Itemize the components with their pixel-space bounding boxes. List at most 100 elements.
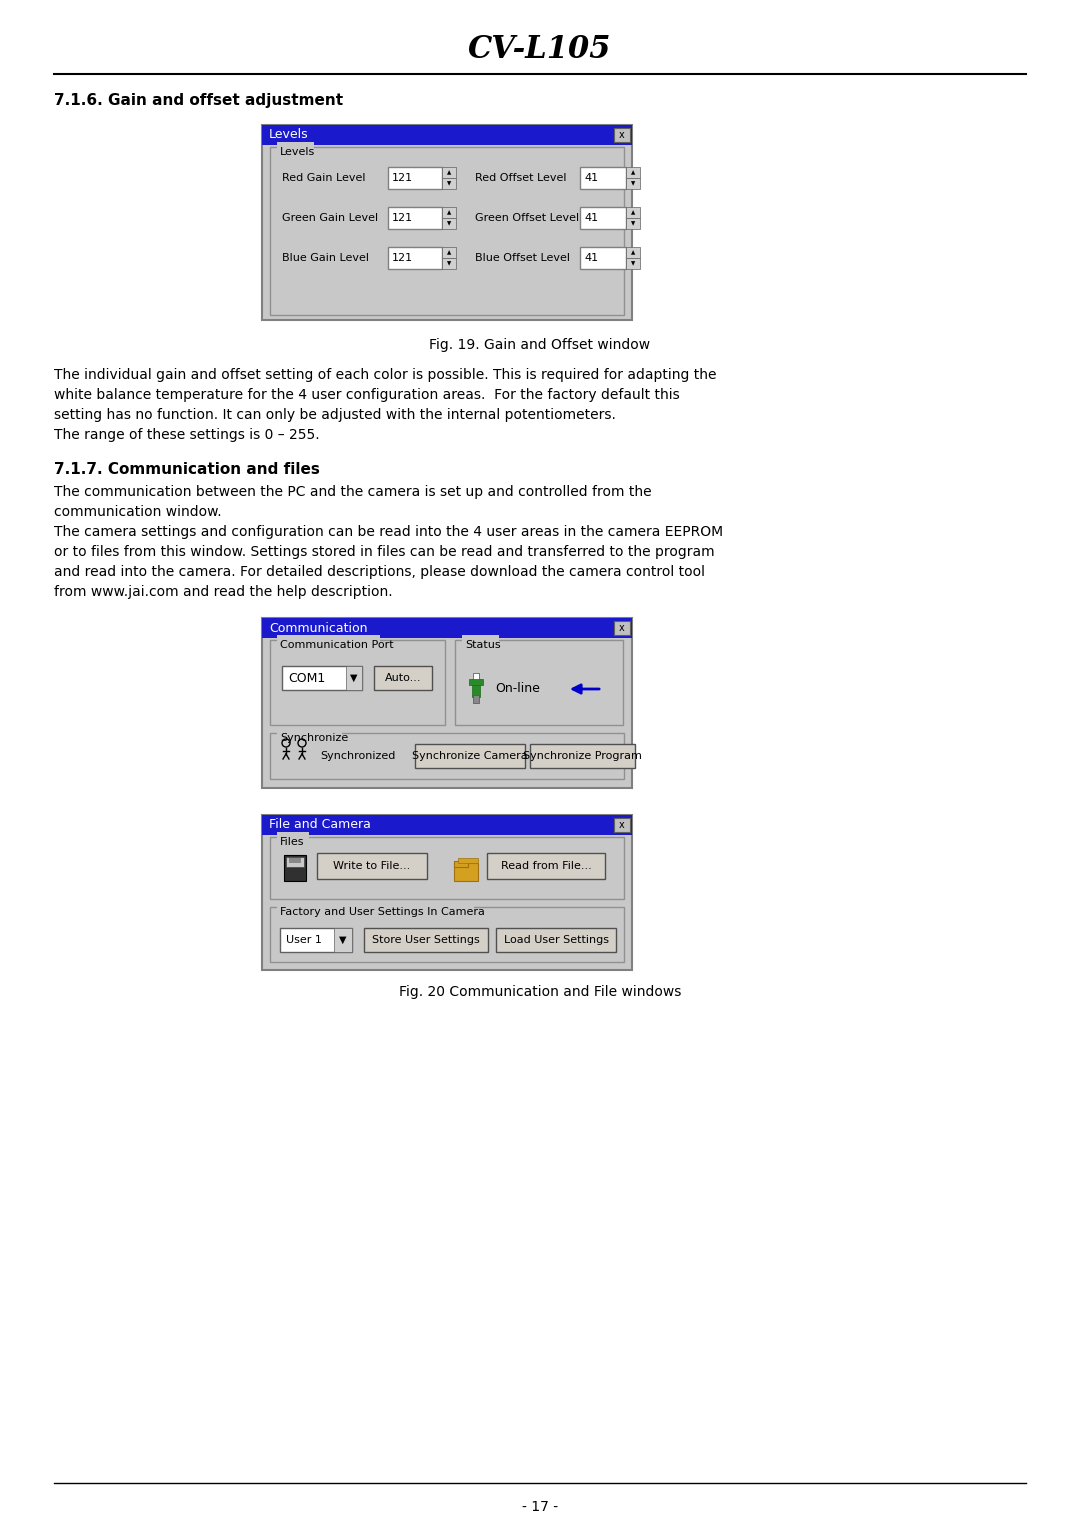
Text: ▲: ▲	[447, 211, 451, 215]
Bar	[289, 859, 301, 863]
Text: communication window.: communication window.	[54, 504, 221, 520]
Bar	[462, 636, 499, 643]
Bar	[364, 927, 488, 952]
Bar	[282, 666, 362, 691]
Text: Green Offset Level: Green Offset Level	[475, 212, 579, 223]
Text: Write to File...: Write to File...	[334, 860, 410, 871]
Bar	[280, 927, 352, 952]
Bar	[262, 814, 632, 970]
Text: ▼: ▼	[447, 261, 451, 266]
Text: Fig. 20 Communication and File windows: Fig. 20 Communication and File windows	[399, 986, 681, 999]
Bar	[276, 727, 341, 736]
Text: The camera settings and configuration can be read into the 4 user areas in the c: The camera settings and configuration ca…	[54, 526, 724, 539]
Bar	[626, 258, 640, 269]
Bar	[442, 219, 456, 229]
Bar	[270, 147, 624, 315]
Bar	[469, 678, 483, 685]
Text: Synchronize Program: Synchronize Program	[523, 750, 642, 761]
Bar	[496, 927, 616, 952]
Text: The individual gain and offset setting of each color is possible. This is requir: The individual gain and offset setting o…	[54, 368, 716, 382]
Text: User 1: User 1	[286, 935, 322, 944]
Bar	[388, 167, 442, 189]
Bar	[346, 666, 362, 691]
Bar	[458, 859, 478, 863]
Text: - 17 -: - 17 -	[522, 1500, 558, 1514]
Text: The communication between the PC and the camera is set up and controlled from th: The communication between the PC and the…	[54, 484, 651, 500]
Bar	[270, 837, 624, 898]
Bar	[276, 833, 309, 840]
Text: Synchronized: Synchronized	[320, 750, 395, 761]
Text: ▼: ▼	[631, 261, 635, 266]
Text: setting has no function. It can only be adjusted with the internal potentiometer: setting has no function. It can only be …	[54, 408, 616, 422]
Text: Synchronize: Synchronize	[280, 733, 348, 743]
Text: Read from File...: Read from File...	[501, 860, 592, 871]
Bar	[455, 640, 623, 724]
Text: 121: 121	[392, 212, 414, 223]
Bar	[626, 167, 640, 177]
Text: and read into the camera. For detailed descriptions, please download the camera : and read into the camera. For detailed d…	[54, 565, 705, 579]
Text: Levels: Levels	[269, 128, 309, 142]
Bar	[580, 167, 626, 189]
Bar	[276, 902, 473, 911]
Bar	[580, 248, 626, 269]
Text: Blue Offset Level: Blue Offset Level	[475, 254, 570, 263]
Text: Load User Settings: Load User Settings	[503, 935, 608, 944]
Bar	[454, 860, 468, 866]
Text: Fig. 19. Gain and Offset window: Fig. 19. Gain and Offset window	[430, 338, 650, 351]
Bar	[262, 617, 632, 639]
Text: Files: Files	[280, 837, 305, 847]
Bar	[415, 744, 525, 769]
Bar	[286, 857, 303, 866]
Text: 121: 121	[392, 173, 414, 183]
Bar	[334, 927, 352, 952]
Bar	[388, 248, 442, 269]
Bar	[442, 258, 456, 269]
Text: Factory and User Settings In Camera: Factory and User Settings In Camera	[280, 908, 485, 917]
Text: 41: 41	[584, 212, 598, 223]
Text: ▼: ▼	[631, 182, 635, 186]
Bar	[270, 640, 445, 724]
Text: 7.1.6. Gain and offset adjustment: 7.1.6. Gain and offset adjustment	[54, 93, 343, 107]
Text: Communication Port: Communication Port	[280, 640, 393, 649]
Text: ▼: ▼	[447, 182, 451, 186]
Text: ▼: ▼	[447, 222, 451, 226]
Text: Store User Settings: Store User Settings	[373, 935, 480, 944]
Bar	[374, 666, 432, 691]
Bar	[473, 695, 480, 703]
Text: ▼: ▼	[339, 935, 347, 944]
Text: ▲: ▲	[631, 171, 635, 176]
Bar	[262, 125, 632, 319]
Bar	[626, 219, 640, 229]
Bar	[473, 672, 480, 678]
Bar	[442, 177, 456, 189]
Bar	[262, 814, 632, 834]
Bar	[262, 617, 632, 788]
Bar	[626, 206, 640, 219]
Text: ▲: ▲	[631, 211, 635, 215]
Text: ▲: ▲	[631, 251, 635, 255]
Text: ▼: ▼	[350, 672, 357, 683]
Bar	[442, 248, 456, 258]
Text: from www.jai.com and read the help description.: from www.jai.com and read the help descr…	[54, 585, 393, 599]
Text: ▲: ▲	[447, 171, 451, 176]
Text: 41: 41	[584, 173, 598, 183]
Bar	[454, 863, 478, 882]
Bar	[530, 744, 635, 769]
Bar	[472, 678, 480, 697]
Bar	[262, 125, 632, 145]
Bar	[442, 167, 456, 177]
Text: x: x	[619, 623, 625, 633]
Text: COM1: COM1	[288, 671, 325, 685]
Bar	[388, 206, 442, 229]
Text: 7.1.7. Communication and files: 7.1.7. Communication and files	[54, 463, 320, 477]
Bar	[487, 853, 605, 879]
Bar	[276, 142, 314, 150]
Text: white balance temperature for the 4 user configuration areas.  For the factory d: white balance temperature for the 4 user…	[54, 388, 679, 402]
Text: Synchronize Camera: Synchronize Camera	[413, 750, 528, 761]
Text: 41: 41	[584, 254, 598, 263]
Text: ▼: ▼	[631, 222, 635, 226]
Text: x: x	[619, 821, 625, 830]
Bar	[442, 206, 456, 219]
Text: The range of these settings is 0 – 255.: The range of these settings is 0 – 255.	[54, 428, 320, 442]
Text: Levels: Levels	[280, 147, 315, 157]
